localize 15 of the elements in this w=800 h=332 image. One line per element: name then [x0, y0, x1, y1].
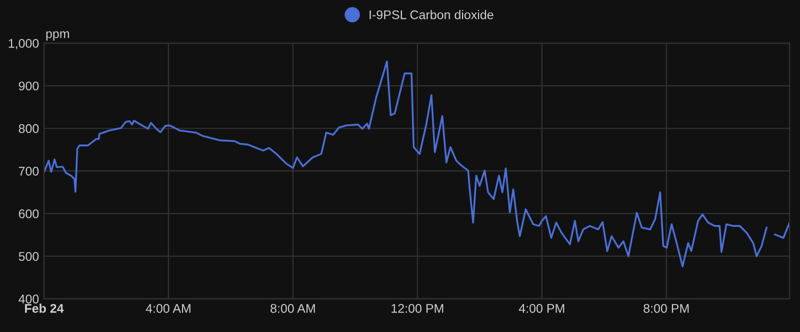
- x-tick-label: 4:00 AM: [146, 304, 190, 313]
- y-tick-label: 700: [18, 166, 39, 176]
- x-tick-label: 12:00 PM: [392, 304, 444, 313]
- y-tick-label: 800: [18, 124, 39, 134]
- legend-label: I-9PSL Carbon dioxide: [370, 10, 494, 20]
- x-tick-label: Feb 24: [25, 304, 64, 313]
- y-tick-label: 900: [18, 82, 39, 90]
- x-tick-label: 4:00 PM: [518, 304, 564, 313]
- y-tick-label: 500: [18, 252, 39, 261]
- y-tick-label: 600: [18, 209, 39, 218]
- x-tick-label: 8:00 AM: [270, 304, 315, 313]
- y-axis-title: ppm: [46, 31, 69, 41]
- x-tick-label: 8:00 PM: [644, 304, 689, 313]
- y-tick-label: 1,000: [8, 38, 39, 50]
- y-tick-label: 400: [18, 294, 39, 304]
